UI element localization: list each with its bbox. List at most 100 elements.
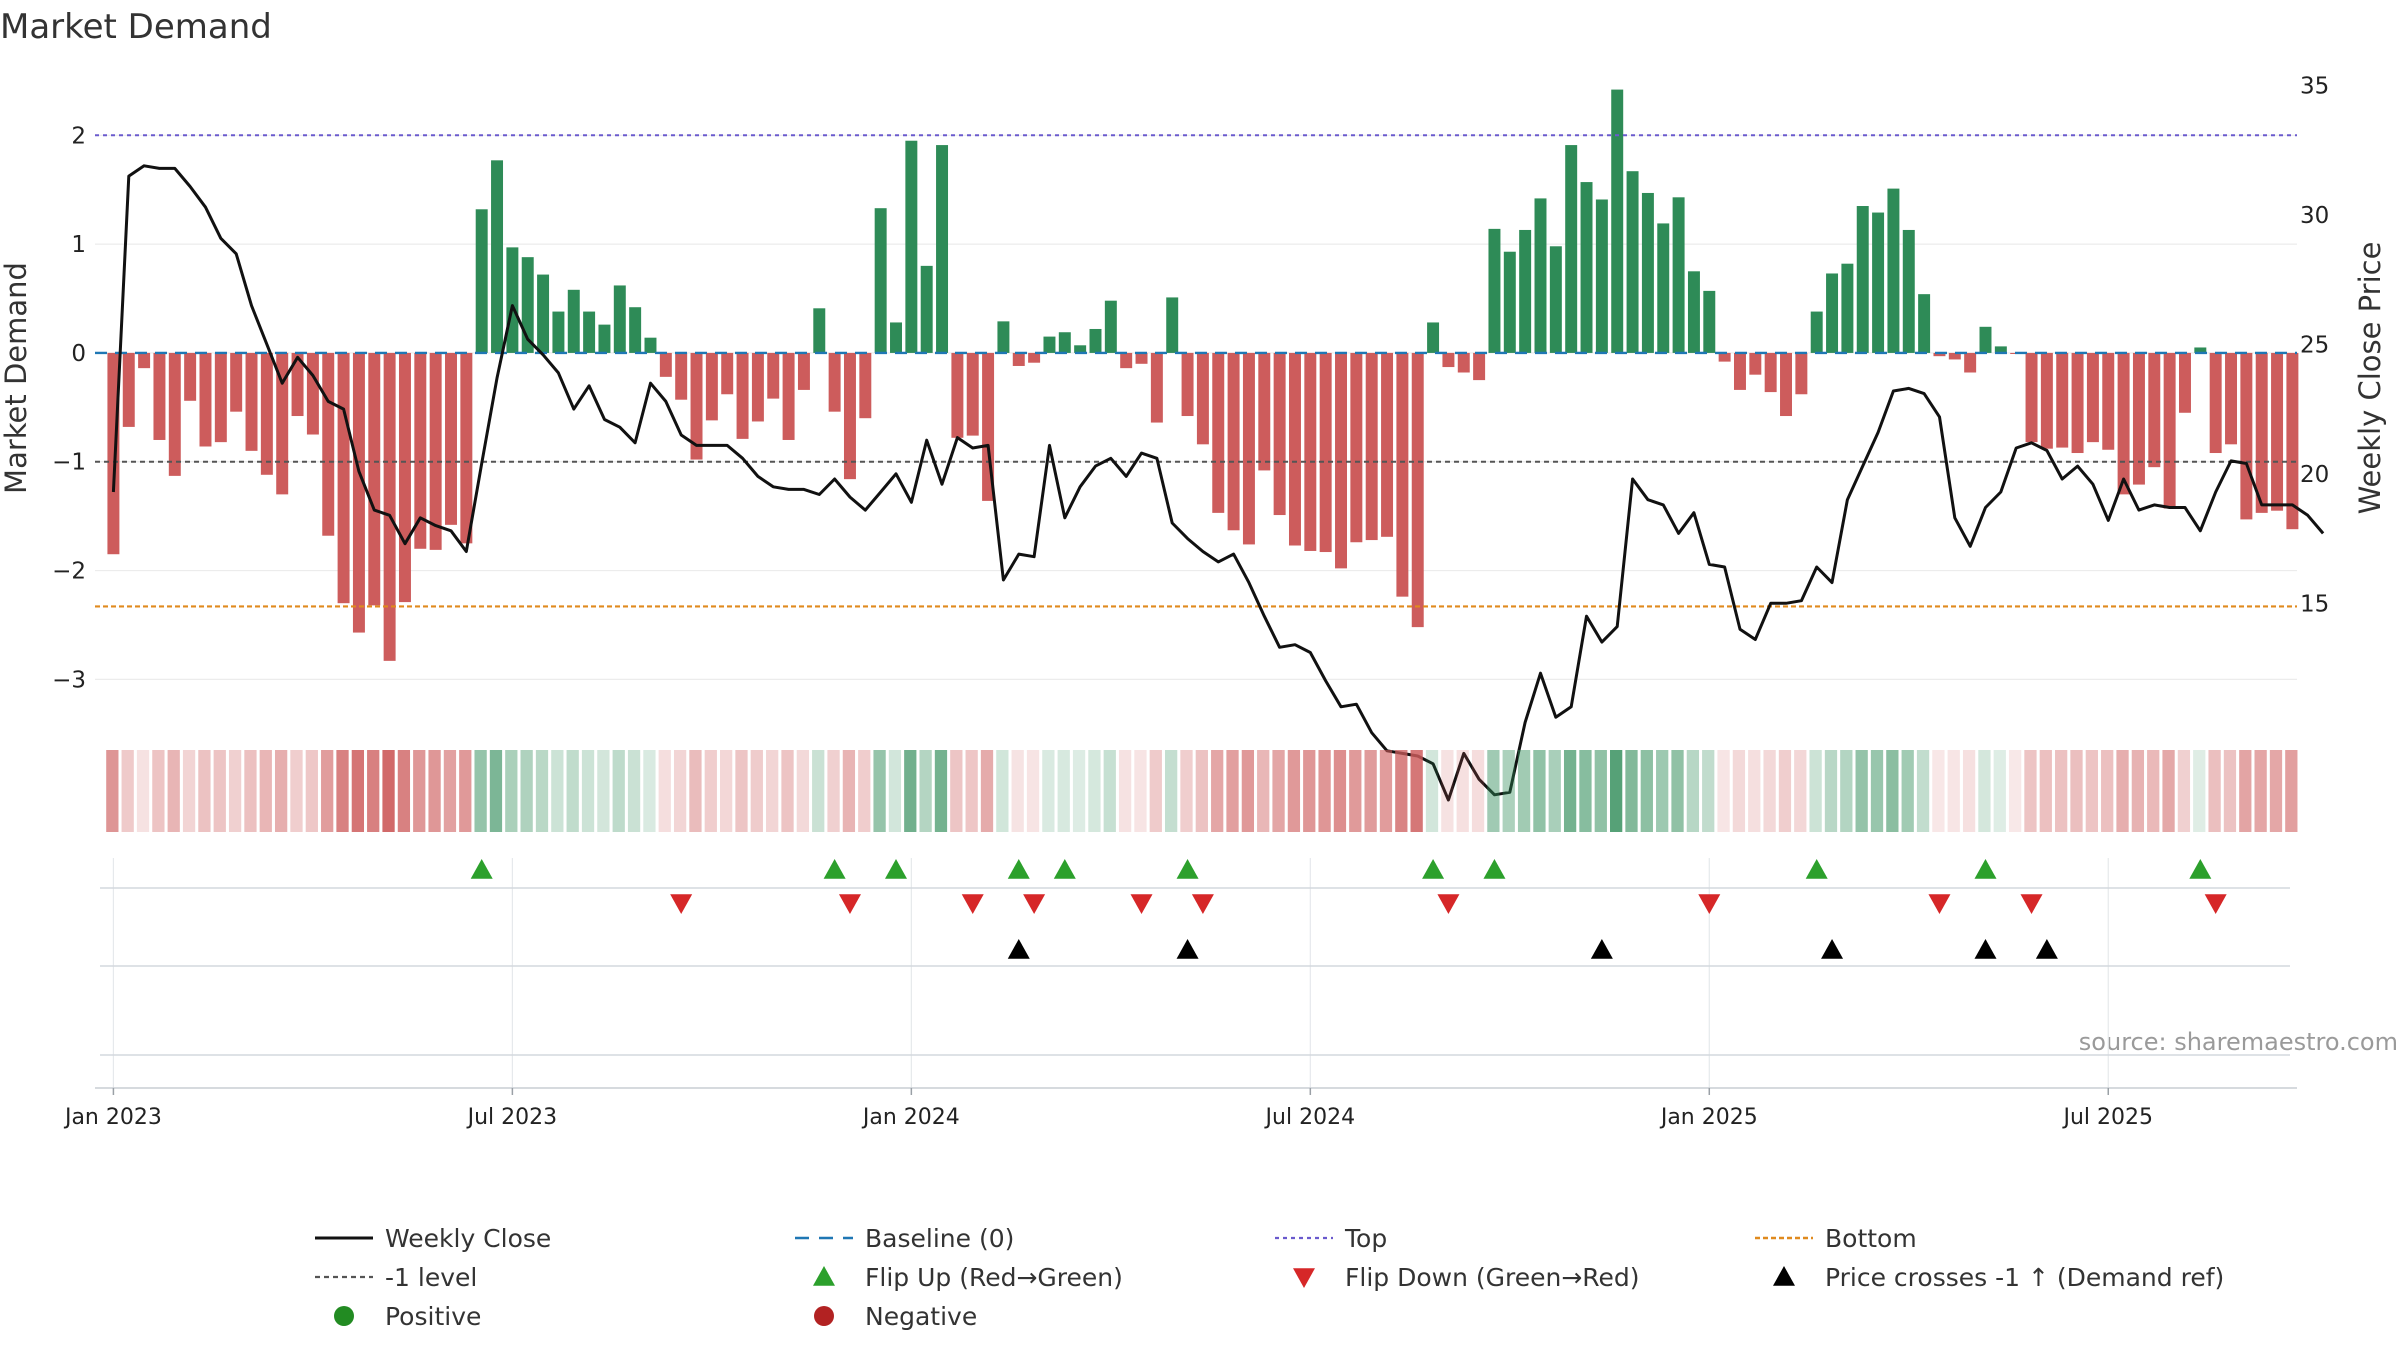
heat-cell xyxy=(382,750,395,832)
heat-cell xyxy=(1425,750,1439,832)
heat-cell xyxy=(980,750,994,832)
heat-cell xyxy=(658,750,671,832)
heat-cell xyxy=(182,750,196,832)
heat-cell xyxy=(1241,750,1255,832)
heat-cell xyxy=(1349,750,1362,832)
heat-cell xyxy=(520,750,533,832)
demand-bar xyxy=(1335,352,1347,569)
demand-bar xyxy=(1718,352,1731,362)
demand-bar xyxy=(2209,352,2222,454)
heat-cell xyxy=(1471,750,1485,832)
demand-bar xyxy=(138,352,151,369)
heat-cell xyxy=(827,750,840,832)
demand-bar xyxy=(506,247,519,353)
heat-cell xyxy=(750,750,763,832)
heat-cell xyxy=(643,750,656,832)
legend-label: Price crosses -1 ↑ (Demand ref) xyxy=(1825,1263,2224,1292)
demand-bar xyxy=(936,145,949,353)
heat-cell xyxy=(1978,750,1991,832)
heat-cell xyxy=(535,750,549,832)
flip-up-marker xyxy=(1974,859,1997,879)
heat-cell xyxy=(2162,750,2175,832)
legend-item: Flip Up (Red→Green) xyxy=(813,1263,1123,1292)
heat-cell xyxy=(1824,750,1838,832)
demand-bar xyxy=(1595,199,1608,353)
heat-cell xyxy=(996,750,1009,832)
heat-cell xyxy=(2055,750,2068,832)
demand-bar xyxy=(782,352,795,440)
heat-cell xyxy=(1502,750,1515,832)
legend-item: Weekly Close xyxy=(315,1224,551,1253)
heat-cell xyxy=(1441,750,1454,832)
heat-cell xyxy=(1594,750,1607,832)
heat-cell xyxy=(2223,750,2237,832)
demand-bar xyxy=(1856,206,1869,353)
demand-bar xyxy=(1780,352,1792,417)
heat-cell xyxy=(305,750,318,832)
price-cross-marker xyxy=(1590,939,1613,959)
heat-cell xyxy=(1809,750,1822,832)
heat-cell xyxy=(1794,750,1807,832)
heat-cell xyxy=(1287,750,1301,832)
heat-cell xyxy=(244,750,257,832)
demand-bar xyxy=(951,352,964,438)
heat-cell xyxy=(2254,750,2267,832)
flip-up-marker xyxy=(470,859,493,879)
demand-bar xyxy=(1273,352,1286,516)
heat-cell xyxy=(1993,750,2006,832)
demand-bar xyxy=(429,352,442,550)
flip-up-marker xyxy=(2189,859,2212,879)
demand-bar xyxy=(1181,352,1194,417)
demand-bar xyxy=(1089,328,1102,353)
heat-cell xyxy=(1962,750,1976,832)
heat-cell xyxy=(2070,750,2083,832)
heat-cell xyxy=(1226,750,1239,832)
demand-bar xyxy=(2056,352,2069,448)
demand-bar xyxy=(1933,352,1946,357)
legend-label: Bottom xyxy=(1825,1224,1917,1253)
demand-bar xyxy=(567,289,580,353)
demand-bar xyxy=(1565,145,1578,353)
heat-cell xyxy=(2024,750,2037,832)
heat-cell xyxy=(1134,750,1147,832)
heat-cell xyxy=(904,750,917,832)
heat-cell xyxy=(152,750,165,832)
demand-bar xyxy=(813,308,826,353)
legend-label: Negative xyxy=(865,1302,977,1331)
heat-cell xyxy=(627,750,641,832)
demand-bar xyxy=(1411,352,1424,628)
demand-bar xyxy=(475,209,488,353)
legend: Weekly Close Baseline (0) Top Bottom -1 leve… xyxy=(315,1224,2224,1331)
demand-bar xyxy=(1488,228,1501,353)
flip-up-marker xyxy=(1483,859,1506,879)
demand-bar xyxy=(398,352,411,603)
demand-bar xyxy=(1104,300,1117,353)
heat-cell xyxy=(2208,750,2221,832)
event-panels xyxy=(95,858,2297,1090)
legend-label: Weekly Close xyxy=(385,1224,551,1253)
heat-cell xyxy=(934,750,948,832)
demand-bar xyxy=(1611,89,1624,353)
heat-cell xyxy=(443,750,457,832)
demand-bar xyxy=(1872,212,1885,353)
flip-down-marker xyxy=(961,894,984,914)
heat-cell xyxy=(1379,750,1393,832)
demand-bar xyxy=(2117,352,2130,495)
demand-bar xyxy=(1135,352,1148,364)
heat-cell xyxy=(673,750,687,832)
demand-bar xyxy=(1242,352,1255,545)
heat-cell xyxy=(1088,750,1101,832)
demand-bar xyxy=(291,352,304,417)
demand-bar xyxy=(322,352,335,536)
heat-cell xyxy=(1625,750,1638,832)
demand-bar xyxy=(1365,352,1378,541)
flip-up-marker xyxy=(1007,859,1030,879)
flip-up-marker xyxy=(1176,859,1199,879)
demand-bar xyxy=(1994,346,2007,353)
flip-down-marker xyxy=(2204,894,2227,914)
heat-cell xyxy=(1042,750,1055,832)
heat-cell xyxy=(873,750,886,832)
demand-bar xyxy=(705,352,718,421)
demand-bar xyxy=(1457,352,1470,373)
flip-up-marker xyxy=(1805,859,1828,879)
